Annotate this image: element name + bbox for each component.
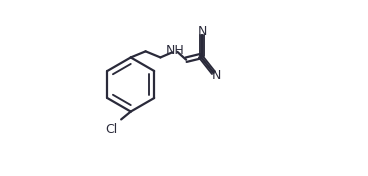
Text: Cl: Cl [105,123,117,136]
Text: NH: NH [166,44,184,57]
Text: N: N [212,70,221,82]
Text: N: N [198,25,207,38]
